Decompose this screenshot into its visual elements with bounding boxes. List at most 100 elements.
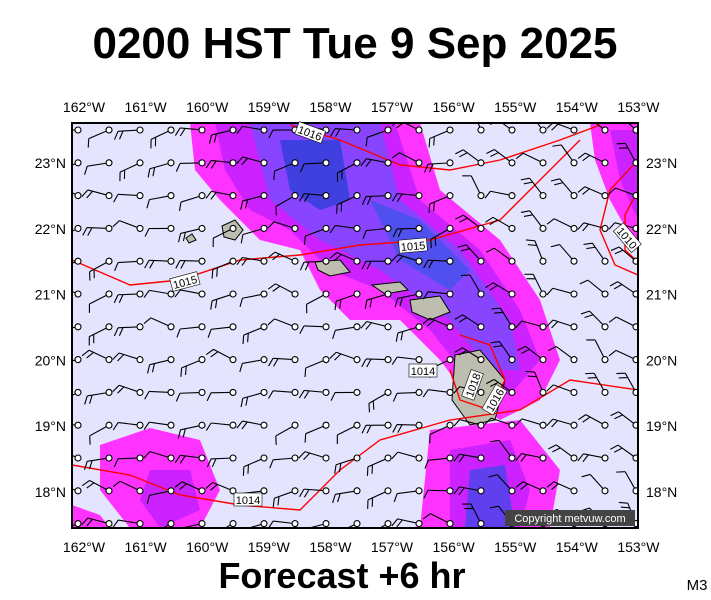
barb-shaft (337, 426, 355, 436)
station (136, 323, 144, 331)
station (415, 388, 423, 396)
station (539, 257, 547, 265)
wind-barb (72, 323, 82, 332)
isobar-label: 1014 (408, 363, 438, 378)
barb-shaft (534, 371, 543, 390)
wind-barb (361, 356, 392, 368)
barb-flag (112, 352, 120, 360)
barb-flag (371, 464, 373, 474)
station (446, 257, 454, 265)
barb-shaft (585, 152, 603, 162)
barb-shaft (368, 524, 386, 528)
station (105, 487, 113, 495)
isobar-label-text: 1014 (411, 366, 435, 378)
wind-barb (546, 218, 578, 232)
wind-barb (552, 144, 578, 167)
wind-barb (329, 252, 361, 265)
wind-barb (114, 257, 144, 272)
wind-barb (368, 388, 392, 413)
barb-flag (299, 325, 305, 335)
station (415, 257, 423, 265)
barb-flag (306, 304, 308, 314)
barb-flag (330, 128, 336, 137)
wind-barb (268, 356, 299, 367)
barb-shaft (365, 358, 386, 361)
barb-shaft (335, 490, 355, 495)
wind-barb (112, 519, 144, 528)
wind-barb (454, 314, 485, 331)
wind-barb (272, 487, 299, 508)
barb-shaft (304, 193, 324, 196)
barb-flag (581, 473, 591, 478)
station (105, 290, 113, 298)
station (136, 257, 144, 265)
wind-barb (84, 388, 113, 405)
station (477, 520, 485, 528)
barb-flag (236, 420, 243, 429)
lat-label: 22°N (646, 221, 677, 237)
wind-barb (72, 126, 82, 134)
barb-flag (277, 496, 280, 506)
barb-flag (144, 391, 150, 400)
barb-shaft (428, 162, 448, 165)
barb-flag (89, 271, 91, 281)
barb-shaft (274, 318, 293, 327)
barb-flag (546, 418, 554, 427)
wind-barb (88, 323, 113, 346)
barb-flag (93, 269, 95, 279)
barb-flag (455, 214, 464, 220)
wind-barb (488, 474, 516, 495)
barb-shaft (493, 123, 510, 129)
barb-shaft (583, 222, 603, 229)
wind-barb (422, 388, 454, 398)
station (74, 290, 82, 298)
barb-flag (486, 149, 495, 155)
barb-shaft (180, 454, 200, 459)
wind-barb (486, 149, 516, 167)
barb-shaft (275, 283, 293, 294)
wind-barb (528, 123, 547, 134)
station (260, 323, 268, 331)
barb-flag (112, 519, 119, 528)
barb-shaft (304, 523, 324, 528)
barb-flag (81, 349, 90, 357)
barb-flag (428, 138, 431, 148)
barb-shaft (305, 425, 324, 435)
wind-barb (486, 378, 516, 396)
barb-flag (152, 167, 156, 177)
barb-flag (299, 261, 305, 271)
barb-shaft (615, 349, 634, 359)
barb-shaft (242, 156, 262, 163)
barb-shaft (211, 190, 231, 196)
barb-flag (394, 298, 398, 308)
barb-shaft (150, 317, 169, 327)
barb-shaft (118, 519, 138, 524)
barb-shaft (89, 327, 107, 338)
wind-barb (332, 487, 361, 504)
wind-barbs (72, 123, 638, 528)
station (105, 520, 113, 528)
wind-barb (395, 323, 423, 342)
barb-flag (433, 136, 435, 146)
station (415, 356, 423, 364)
barb-flag (462, 175, 472, 177)
lon-label: 154°W (556, 539, 599, 555)
barb-flag (585, 372, 595, 375)
barb-shaft (179, 391, 200, 394)
barb-flag (397, 228, 403, 238)
barb-shaft (274, 163, 293, 172)
barb-flag (491, 307, 501, 310)
barb-flag (180, 367, 183, 377)
wind-barb (422, 317, 454, 331)
barb-flag (391, 451, 399, 460)
barb-shaft (428, 457, 448, 461)
station (229, 159, 237, 167)
station (198, 388, 206, 396)
wind-barb (298, 388, 330, 399)
wind-barb (515, 320, 547, 331)
station (384, 290, 392, 298)
station (508, 323, 516, 331)
wind-barb (546, 319, 578, 331)
wind-barb (577, 453, 609, 463)
wind-barb (550, 178, 578, 200)
